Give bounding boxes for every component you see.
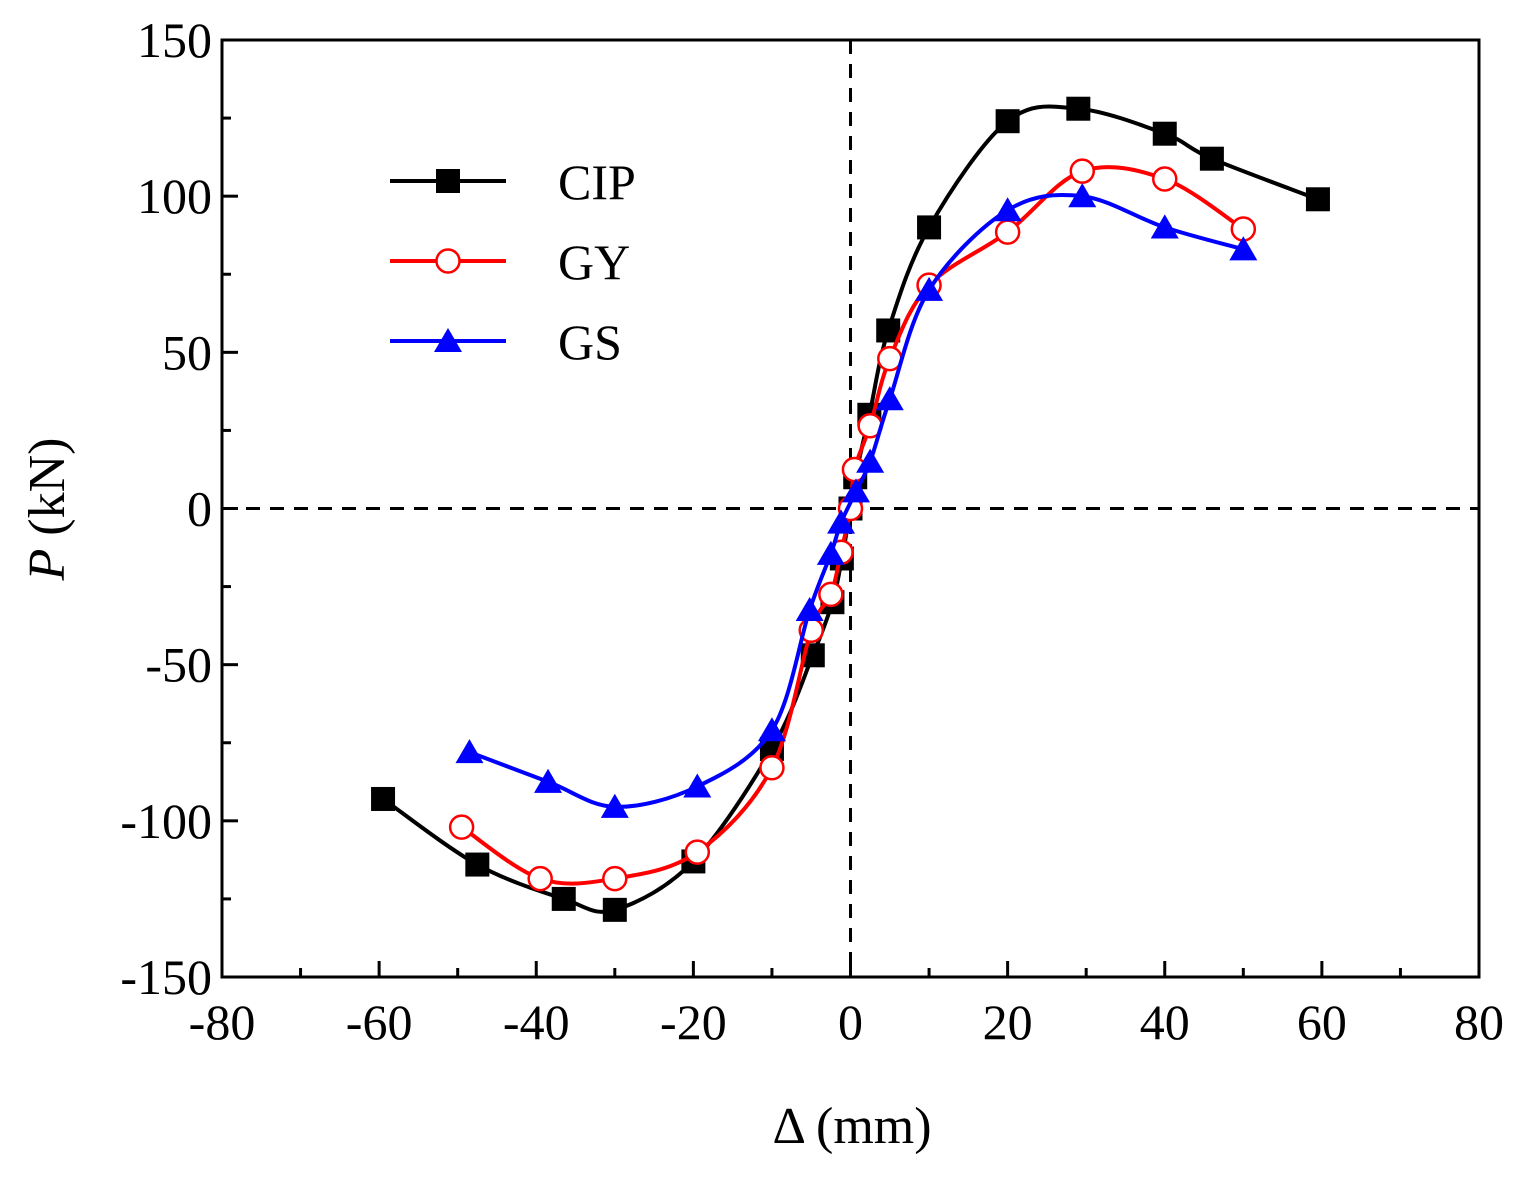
data-point-gy <box>759 754 785 781</box>
legend-label-gs: GS <box>558 314 622 370</box>
x-tick-label: 40 <box>1140 994 1190 1050</box>
legend-item-gs: GS <box>390 314 622 370</box>
data-point-cip <box>995 109 1020 134</box>
data-point-gy <box>1152 166 1178 192</box>
legend-marker-cip <box>436 169 460 193</box>
data-point-gs <box>915 276 944 301</box>
x-tick-label: 20 <box>983 994 1033 1050</box>
x-tick-label: -60 <box>346 994 413 1050</box>
data-point-gy <box>818 581 844 608</box>
series-gy <box>448 158 1257 892</box>
legend-marker-gs <box>434 328 462 353</box>
x-tick-label: -80 <box>189 994 256 1050</box>
x-tick-label: 80 <box>1454 994 1504 1050</box>
x-tick-label: 60 <box>1297 994 1347 1050</box>
data-point-cip <box>551 886 576 911</box>
x-tick-label: -40 <box>503 994 570 1050</box>
data-point-gs <box>841 478 870 503</box>
data-point-gs <box>827 509 856 534</box>
data-point-gs <box>856 448 885 473</box>
data-point-gs <box>455 739 484 764</box>
x-tick-label: 0 <box>838 994 863 1050</box>
data-point-cip <box>371 786 396 811</box>
y-tick-label: 50 <box>162 324 212 380</box>
data-point-gy <box>527 865 553 892</box>
data-point-cip <box>1305 187 1330 212</box>
y-axis-title-symbol: P <box>19 549 76 582</box>
data-point-gs <box>875 386 904 411</box>
data-point-gs <box>1150 214 1179 239</box>
plot-area: -80 -60 -40 -20 0 20 40 60 80 -150 -100 -50 0 50 100 15… <box>120 12 1504 1050</box>
y-tick-label: 0 <box>187 481 212 537</box>
series-line-gs <box>468 192 1244 809</box>
series-gs <box>455 183 1258 818</box>
y-tick-label: 100 <box>137 168 212 224</box>
data-point-gs <box>795 597 824 622</box>
data-point-gs <box>757 717 786 742</box>
data-point-gy <box>1069 158 1096 184</box>
data-point-gs <box>683 773 712 798</box>
y-tick-label: -50 <box>145 637 212 693</box>
x-tick-label: -20 <box>660 994 727 1050</box>
y-axis-title-unit: (kN) <box>19 438 76 549</box>
y-tick-label: 150 <box>137 12 212 68</box>
legend-marker-gy <box>435 248 461 274</box>
data-point-gs <box>1068 183 1097 208</box>
data-point-gy <box>602 865 628 892</box>
data-point-gs <box>534 768 563 793</box>
data-point-cip <box>1152 121 1177 146</box>
data-point-cip <box>465 852 490 877</box>
data-point-gy <box>448 814 475 840</box>
data-point-cip <box>602 897 627 922</box>
y-axis-title: P (kN) <box>19 438 76 582</box>
data-point-cip <box>1066 96 1091 121</box>
legend-label-gy: GY <box>558 234 630 290</box>
legend-item-cip: CIP <box>390 154 636 210</box>
data-point-gy <box>684 839 711 865</box>
data-point-gs <box>816 540 845 565</box>
data-point-gs <box>993 197 1022 222</box>
legend: CIP GY GS <box>390 154 636 370</box>
data-point-gs <box>1229 236 1258 261</box>
data-point-cip <box>917 215 942 240</box>
x-axis-title: Δ (mm) <box>772 1098 931 1155</box>
y-tick-label: -100 <box>120 793 212 849</box>
legend-item-gy: GY <box>390 234 630 290</box>
data-point-gs <box>600 793 629 818</box>
data-point-cip <box>1199 146 1224 171</box>
data-point-gy <box>994 219 1021 245</box>
legend-label-cip: CIP <box>558 154 636 210</box>
y-tick-label: -150 <box>120 949 212 1005</box>
